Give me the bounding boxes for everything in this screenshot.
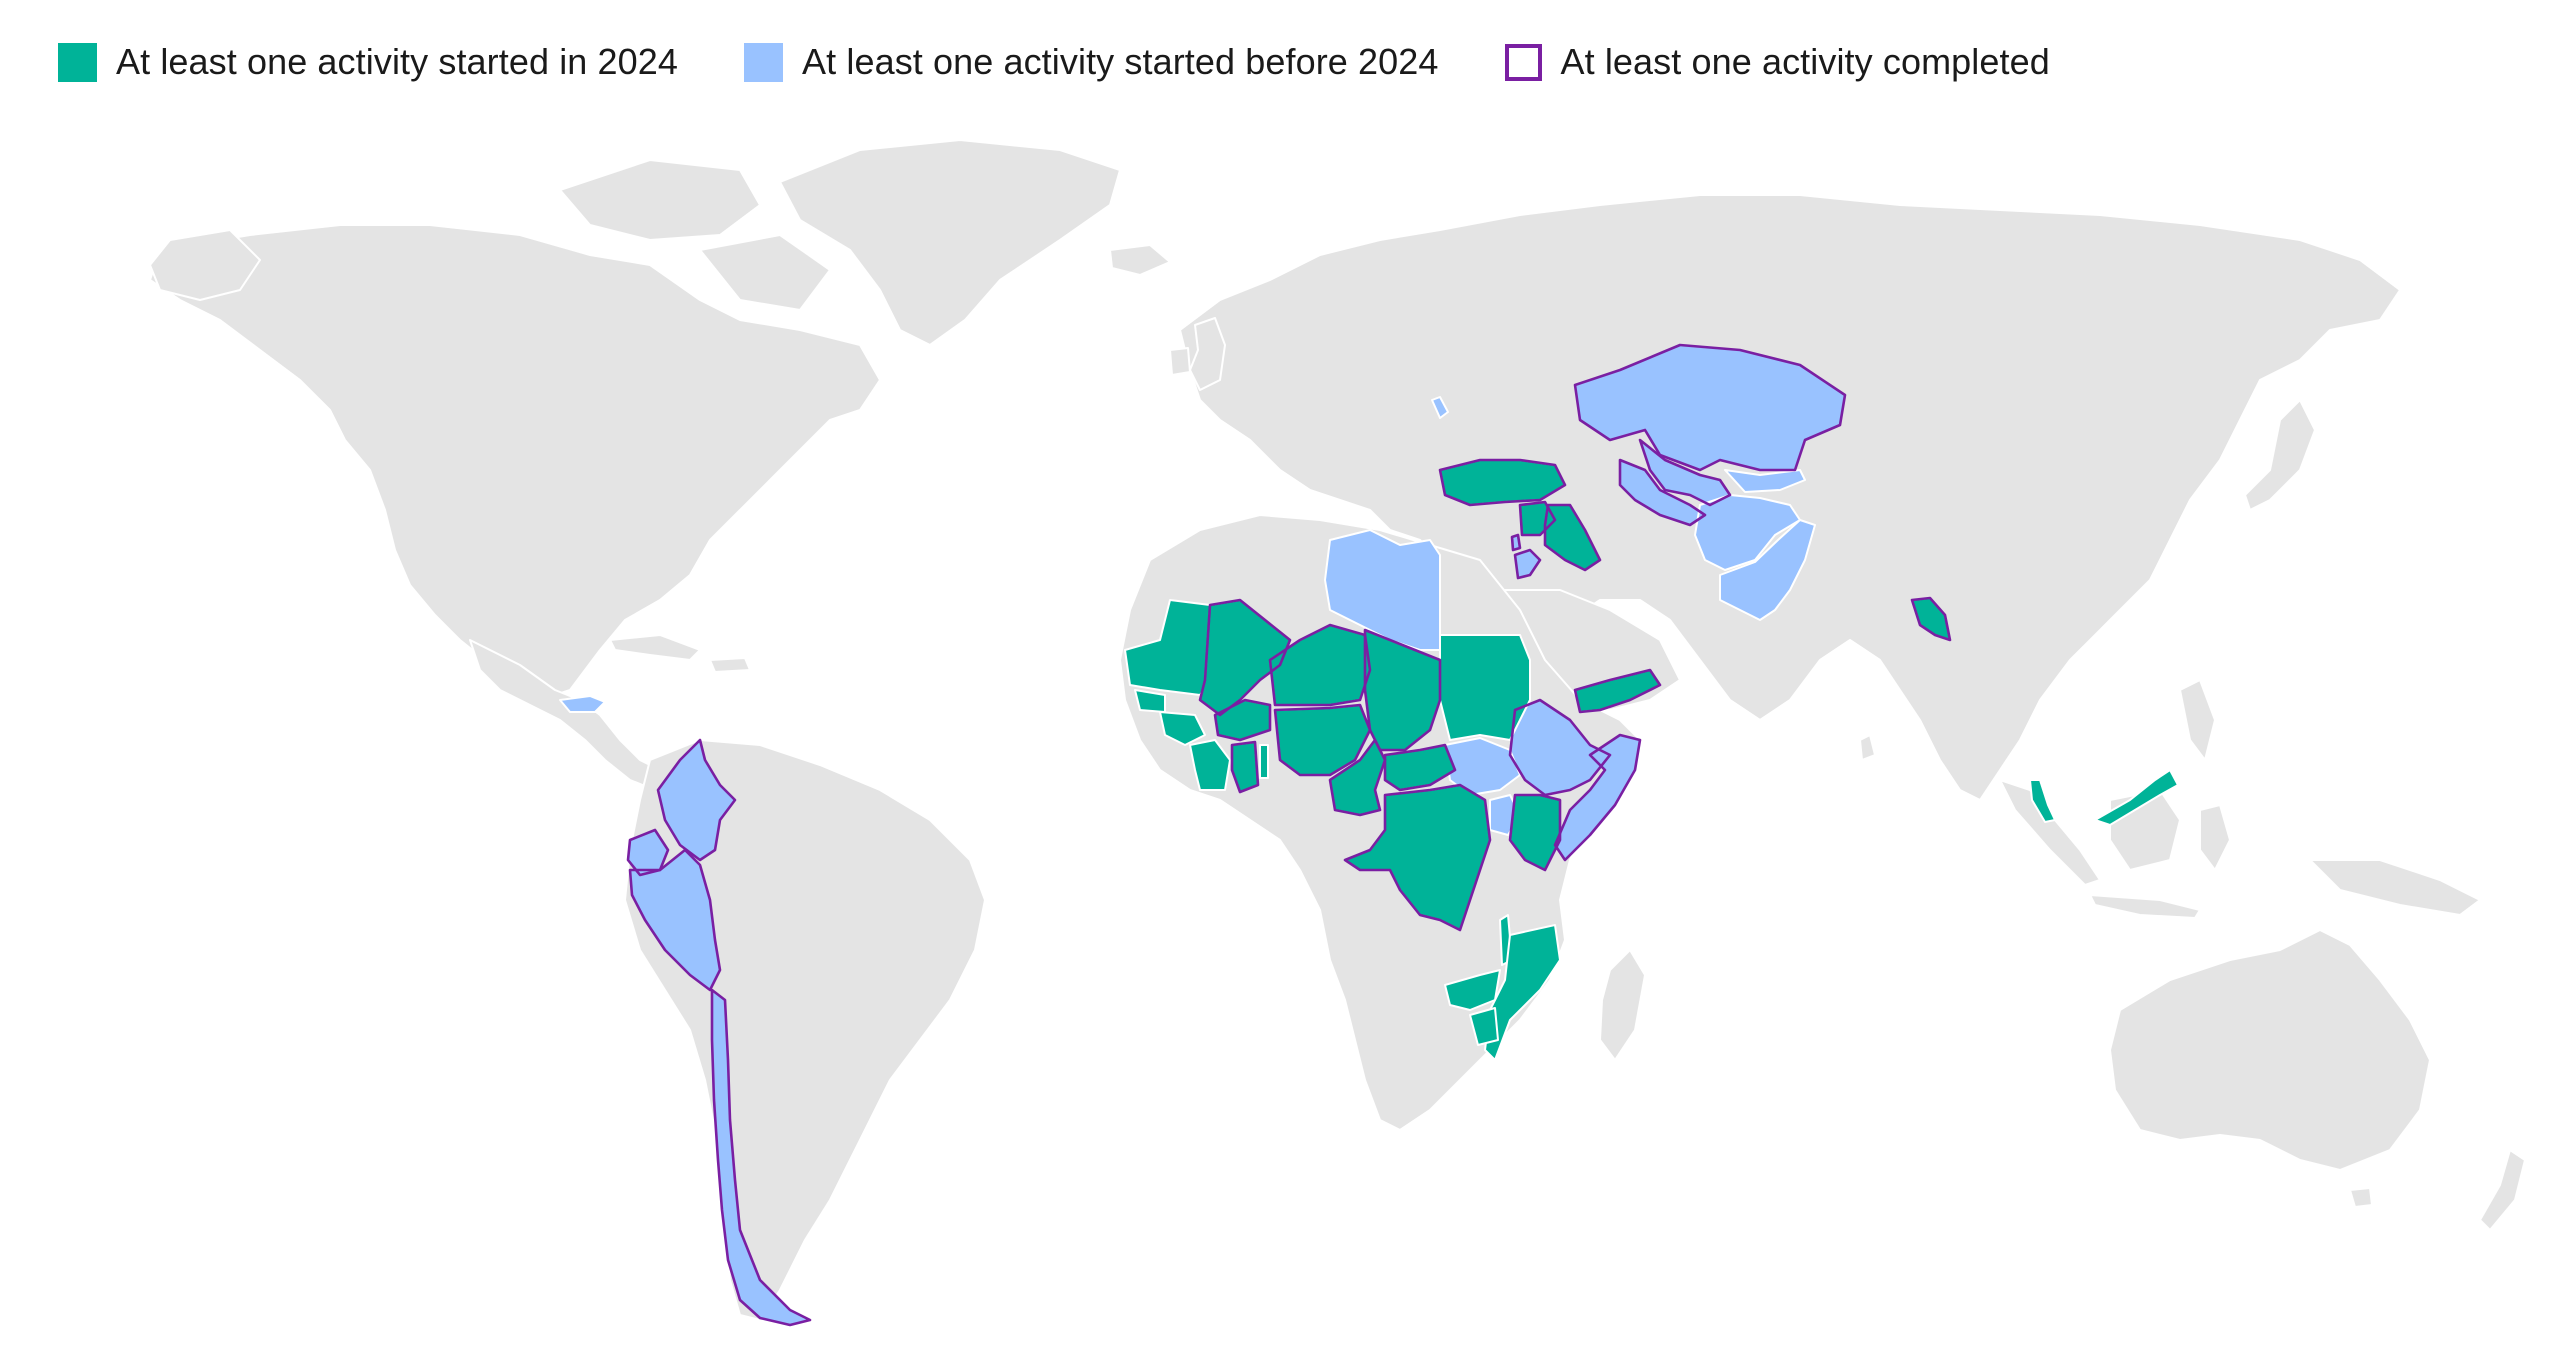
country-zimbabwe	[1469, 1007, 1499, 1046]
land-sumatra	[1999, 779, 2101, 886]
countries-started-before-2024	[559, 344, 1846, 1326]
country-malaysia-borneo	[2094, 769, 2179, 826]
outline-ethiopia	[1508, 698, 1612, 797]
country-pakistan	[1719, 519, 1816, 621]
outline-turkey	[1438, 458, 1567, 507]
country-libya	[1324, 529, 1441, 651]
legend-label-started-before-2024: At least one activity started before 202…	[802, 41, 1439, 82]
outline-chile	[710, 988, 812, 1327]
country-zambia	[1444, 969, 1501, 1011]
land-arctic-islands	[559, 159, 761, 241]
swatch-started-before-2024	[744, 42, 784, 82]
land-great-britain	[1189, 317, 1226, 391]
country-cote-divoire	[1189, 739, 1231, 791]
countries-completed-outline	[626, 343, 1952, 1327]
land-tasmania	[2349, 1187, 2373, 1208]
country-afghanistan	[1694, 494, 1801, 571]
land-iceland	[1109, 244, 1171, 276]
country-senegal	[1134, 689, 1166, 713]
land-madagascar	[1599, 949, 1646, 1061]
land-ireland	[1169, 347, 1191, 376]
outline-mali	[1198, 598, 1292, 717]
country-mozambique	[1484, 924, 1561, 1061]
outline-peru	[628, 848, 722, 992]
country-honduras	[559, 695, 606, 713]
land-new-guinea	[2309, 859, 2481, 916]
land-java	[2089, 894, 2201, 919]
land-philippines	[2179, 679, 2216, 761]
outline-yemen	[1573, 668, 1662, 714]
outline-kenya	[1508, 793, 1562, 872]
country-guinea	[1159, 711, 1206, 746]
world-map	[149, 139, 2526, 1327]
outline-turkmenistan	[1618, 458, 1707, 527]
land-alaska	[149, 229, 261, 301]
outline-bangladesh	[1910, 596, 1952, 642]
country-moldova	[1431, 396, 1449, 419]
legend: At least one activity started in 2024 At…	[58, 40, 2116, 84]
land-baffin	[699, 234, 831, 311]
land-south-america	[624, 739, 986, 1321]
land-australia	[2109, 929, 2431, 1171]
outline-drc	[1343, 783, 1492, 932]
country-kyrgyzstan	[1724, 469, 1806, 493]
swatch-completed	[1504, 43, 1542, 81]
country-togo	[1259, 744, 1269, 779]
outline-kazakhstan	[1573, 343, 1847, 472]
land-sri-lanka	[1859, 734, 1876, 761]
outline-somalia	[1553, 733, 1642, 862]
outline-nigeria	[1273, 703, 1372, 777]
land-sulawesi	[2199, 804, 2231, 871]
legend-item-started-2024: At least one activity started in 2024	[58, 41, 678, 83]
country-malaysia-peninsula	[2029, 779, 2056, 823]
land-japan	[2244, 399, 2316, 511]
outline-cameroon	[1328, 738, 1387, 817]
outline-car	[1383, 743, 1457, 792]
land-new-zealand	[2479, 1149, 2526, 1231]
outline-lebanon	[1510, 533, 1522, 552]
legend-label-completed: At least one activity completed	[1560, 41, 2050, 82]
land-cuba	[609, 634, 701, 661]
outline-burkina-faso	[1213, 698, 1272, 742]
outline-colombia	[656, 738, 737, 862]
country-sudan	[1439, 634, 1531, 741]
country-south-sudan	[1444, 737, 1521, 796]
outline-uzbekistan	[1638, 438, 1732, 507]
outline-jordan	[1513, 548, 1542, 580]
outline-chad	[1363, 628, 1442, 752]
countries-started-in-2024	[1124, 459, 2179, 1061]
land-hispaniola	[709, 657, 751, 673]
outline-ghana	[1230, 740, 1260, 794]
land-north-america	[149, 224, 881, 701]
swatch-started-2024	[58, 42, 97, 82]
legend-label-started-2024: At least one activity started in 2024	[116, 41, 679, 82]
legend-item-completed: At least one activity completed	[1504, 41, 2050, 83]
outline-syria	[1518, 500, 1557, 537]
legend-item-started-before-2024: At least one activity started before 202…	[744, 41, 1438, 83]
land-greenland	[779, 139, 1121, 346]
